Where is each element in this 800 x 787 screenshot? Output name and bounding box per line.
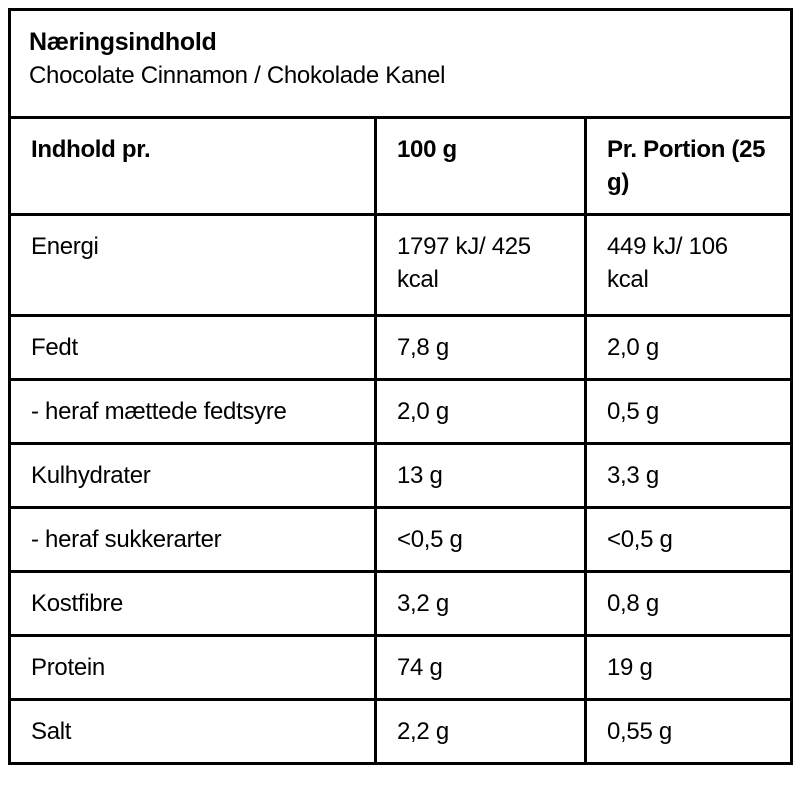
row-value-100g: 3,2 g bbox=[374, 570, 587, 637]
row-value-portion: 0,55 g bbox=[583, 698, 794, 765]
table-row-kostfibre: Kostfibre 3,2 g 0,8 g bbox=[8, 570, 794, 637]
row-label: Salt bbox=[8, 698, 377, 765]
row-label: - heraf sukkerarter bbox=[8, 506, 377, 573]
row-value-portion: 449 kJ/ 106 kcal bbox=[583, 213, 794, 317]
table-row-protein: Protein 74 g 19 g bbox=[8, 634, 794, 701]
column-header-indhold: Indhold pr. bbox=[8, 116, 377, 216]
nutrition-table: Næringsindhold Chocolate Cinnamon / Chok… bbox=[7, 8, 794, 765]
column-header-row: Indhold pr. 100 g Pr. Portion (25 g) bbox=[8, 116, 794, 216]
row-value-portion: <0,5 g bbox=[583, 506, 794, 573]
row-value-100g: 74 g bbox=[374, 634, 587, 701]
row-value-portion: 0,5 g bbox=[583, 378, 794, 445]
table-row-sukkerarter: - heraf sukkerarter <0,5 g <0,5 g bbox=[8, 506, 794, 573]
row-label: Fedt bbox=[8, 314, 377, 381]
row-value-100g: 13 g bbox=[374, 442, 587, 509]
page-title: Næringsindhold bbox=[29, 28, 217, 56]
row-label: Kulhydrater bbox=[8, 442, 377, 509]
column-header-portion: Pr. Portion (25 g) bbox=[583, 116, 794, 216]
row-value-100g: 2,2 g bbox=[374, 698, 587, 765]
title-cell: Næringsindhold Chocolate Cinnamon / Chok… bbox=[7, 8, 794, 119]
row-value-100g: 2,0 g bbox=[374, 378, 587, 445]
table-row-maettede-fedtsyre: - heraf mættede fedtsyre 2,0 g 0,5 g bbox=[8, 378, 794, 445]
row-value-portion: 19 g bbox=[583, 634, 794, 701]
product-name: Chocolate Cinnamon / Chokolade Kanel bbox=[29, 62, 446, 89]
nutrition-label: Næringsindhold Chocolate Cinnamon / Chok… bbox=[7, 8, 794, 765]
row-value-100g: 7,8 g bbox=[374, 314, 587, 381]
row-label: Kostfibre bbox=[8, 570, 377, 637]
row-value-portion: 0,8 g bbox=[583, 570, 794, 637]
row-label: - heraf mættede fedtsyre bbox=[8, 378, 377, 445]
column-header-100g: 100 g bbox=[374, 116, 587, 216]
table-row-energi: Energi 1797 kJ/ 425 kcal 449 kJ/ 106 kca… bbox=[8, 213, 794, 317]
row-label: Energi bbox=[8, 213, 377, 317]
row-value-portion: 2,0 g bbox=[583, 314, 794, 381]
row-label: Protein bbox=[8, 634, 377, 701]
row-value-100g: <0,5 g bbox=[374, 506, 587, 573]
table-row-salt: Salt 2,2 g 0,55 g bbox=[8, 698, 794, 765]
row-value-portion: 3,3 g bbox=[583, 442, 794, 509]
table-row-fedt: Fedt 7,8 g 2,0 g bbox=[8, 314, 794, 381]
row-value-100g: 1797 kJ/ 425 kcal bbox=[374, 213, 587, 317]
table-row-kulhydrater: Kulhydrater 13 g 3,3 g bbox=[8, 442, 794, 509]
title-row: Næringsindhold Chocolate Cinnamon / Chok… bbox=[7, 8, 794, 119]
